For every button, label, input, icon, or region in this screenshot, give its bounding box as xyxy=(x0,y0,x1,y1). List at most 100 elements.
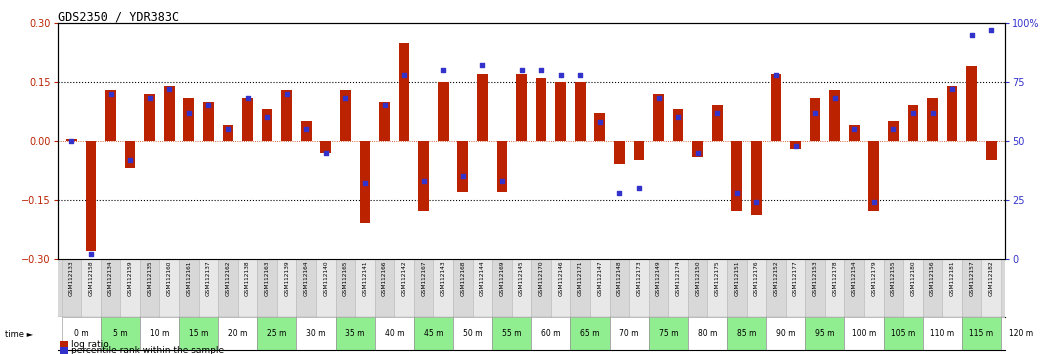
Text: GSM112179: GSM112179 xyxy=(872,260,876,296)
Bar xyxy=(179,258,198,318)
Point xyxy=(142,96,158,101)
Text: GSM112181: GSM112181 xyxy=(949,260,955,296)
Bar xyxy=(316,258,336,318)
Bar xyxy=(204,102,214,141)
Point xyxy=(239,96,256,101)
Bar xyxy=(336,318,374,350)
Bar xyxy=(453,258,473,318)
Bar xyxy=(105,90,116,141)
Bar xyxy=(242,98,253,141)
Text: 5 m: 5 m xyxy=(113,330,128,338)
Bar xyxy=(844,318,883,350)
Bar xyxy=(668,258,688,318)
Text: 10 m: 10 m xyxy=(150,330,169,338)
Bar xyxy=(883,318,923,350)
Bar xyxy=(379,102,390,141)
Point xyxy=(494,178,511,184)
Bar xyxy=(555,82,566,141)
Point xyxy=(278,91,295,97)
Bar xyxy=(218,258,238,318)
Text: GSM112162: GSM112162 xyxy=(226,260,231,296)
Bar xyxy=(825,258,844,318)
Text: log ratio: log ratio xyxy=(71,340,109,349)
Text: 45 m: 45 m xyxy=(424,330,444,338)
Point xyxy=(611,190,627,195)
Bar xyxy=(810,98,820,141)
Bar xyxy=(222,125,233,141)
Point xyxy=(845,126,862,132)
Text: GSM112145: GSM112145 xyxy=(519,260,524,296)
Bar xyxy=(864,258,883,318)
Bar xyxy=(164,86,174,141)
Bar xyxy=(238,258,257,318)
Bar xyxy=(629,258,648,318)
Bar xyxy=(297,258,316,318)
Bar xyxy=(356,258,374,318)
Text: GSM112153: GSM112153 xyxy=(813,260,817,296)
Text: GSM112170: GSM112170 xyxy=(538,260,543,296)
Bar xyxy=(712,105,723,141)
Bar xyxy=(654,94,664,141)
Bar xyxy=(883,258,903,318)
Point xyxy=(983,27,1000,33)
Text: GSM112168: GSM112168 xyxy=(461,260,466,296)
Bar xyxy=(399,42,409,141)
Text: GSM112160: GSM112160 xyxy=(167,260,172,296)
Bar xyxy=(907,105,918,141)
Bar xyxy=(66,139,77,141)
Text: GSM112174: GSM112174 xyxy=(676,260,681,296)
Text: GSM112178: GSM112178 xyxy=(832,260,837,296)
Bar xyxy=(595,113,605,141)
Text: 25 m: 25 m xyxy=(267,330,286,338)
Text: GSM112177: GSM112177 xyxy=(793,260,798,296)
Point xyxy=(63,138,80,144)
Point xyxy=(748,199,765,205)
Bar xyxy=(844,258,864,318)
Text: GSM112152: GSM112152 xyxy=(773,260,778,296)
Text: GSM112149: GSM112149 xyxy=(656,260,661,296)
Point xyxy=(807,110,823,115)
Point xyxy=(572,72,588,78)
Bar xyxy=(771,74,782,141)
Bar xyxy=(184,98,194,141)
Text: GSM112167: GSM112167 xyxy=(422,260,426,296)
Point xyxy=(337,96,354,101)
Text: 20 m: 20 m xyxy=(228,330,248,338)
Bar xyxy=(140,318,179,350)
Bar xyxy=(492,258,512,318)
Point xyxy=(689,150,706,155)
Bar xyxy=(634,141,644,160)
Point xyxy=(904,110,921,115)
Text: 60 m: 60 m xyxy=(541,330,560,338)
Bar xyxy=(731,141,743,211)
Bar xyxy=(281,90,292,141)
Bar xyxy=(806,258,825,318)
Bar xyxy=(257,258,277,318)
Bar xyxy=(374,258,394,318)
Point xyxy=(709,110,726,115)
Bar xyxy=(923,318,962,350)
Bar xyxy=(261,109,273,141)
Bar xyxy=(512,258,531,318)
Bar xyxy=(414,258,433,318)
Text: 110 m: 110 m xyxy=(930,330,955,338)
Point xyxy=(728,190,745,195)
Bar xyxy=(457,141,468,192)
Point xyxy=(377,103,393,108)
Bar xyxy=(946,86,958,141)
Bar xyxy=(374,318,414,350)
Text: GSM112134: GSM112134 xyxy=(108,260,113,296)
Bar xyxy=(453,318,492,350)
Bar xyxy=(727,318,766,350)
Bar xyxy=(277,258,297,318)
Text: GSM112140: GSM112140 xyxy=(323,260,328,296)
Text: GSM112173: GSM112173 xyxy=(637,260,641,296)
Text: 35 m: 35 m xyxy=(345,330,365,338)
Point xyxy=(122,157,138,162)
Bar xyxy=(551,258,571,318)
Bar xyxy=(648,318,688,350)
Point xyxy=(669,114,686,120)
Point xyxy=(827,96,843,101)
Point xyxy=(592,119,608,125)
Bar xyxy=(609,258,629,318)
